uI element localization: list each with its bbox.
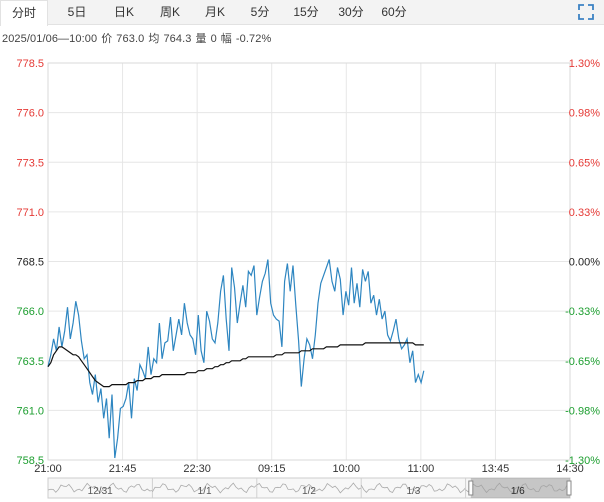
period-tab-bar: 分时 5日 日K 周K 月K 5分 15分 30分 60分 — [0, 0, 604, 26]
price-tick-label: 776.0 — [16, 108, 44, 120]
navigator-window — [470, 478, 570, 498]
fullscreen-icon[interactable] — [578, 4, 594, 20]
tab-15-min[interactable]: 15分 — [293, 5, 319, 19]
price-tick-label: 778.5 — [16, 58, 44, 70]
info-vol: 0 — [210, 33, 217, 45]
average-line — [47, 342, 424, 388]
percent-tick-label: 0.65% — [569, 157, 600, 169]
navigator-date-label: 1/2 — [302, 486, 316, 497]
chart-grid — [47, 62, 571, 461]
chart-series — [47, 259, 425, 459]
tab-5-min[interactable]: 5分 — [250, 5, 270, 19]
tab-daily-k[interactable]: 日K — [113, 5, 134, 19]
timeline-navigator[interactable]: 12/311/11/21/31/61/6 — [0, 476, 604, 500]
navigator-handle-right[interactable] — [566, 480, 572, 496]
quote-info-line: 2025/01/06—10:00 价 763.0 均 764.3 量 0 幅 -0.72% — [2, 30, 275, 46]
percent-tick-label: 1.30% — [569, 58, 600, 70]
navigator-content: 12/311/11/21/31/61/6 — [47, 477, 572, 499]
info-avg: 764.3 — [163, 33, 192, 45]
percent-tick-label: -0.33% — [565, 306, 600, 318]
time-tick-label: 21:45 — [109, 463, 137, 475]
info-datetime: 2025/01/06—10:00 — [2, 33, 98, 45]
tab-5-day[interactable]: 5日 — [67, 5, 87, 19]
time-tick-label: 21:00 — [34, 463, 62, 475]
tab-intraday[interactable]: 分时 — [0, 0, 48, 26]
navigator-sparkline — [256, 482, 362, 494]
price-tick-label: 773.5 — [16, 157, 44, 169]
time-tick-label: 13:45 — [482, 463, 510, 475]
price-tick-label: 771.0 — [16, 207, 44, 219]
info-avg-label: 均 — [148, 33, 160, 45]
percent-axis: 1.30% 0.98% 0.65% 0.33% 0.00% -0.33% -0.65% -0.… — [565, 58, 600, 467]
price-tick-label: 758.5 — [16, 455, 44, 467]
percent-tick-label: -0.98% — [565, 405, 600, 417]
tab-60-min[interactable]: 60分 — [381, 5, 407, 19]
navigator-sparkline — [360, 482, 466, 494]
time-tick-label: 10:00 — [333, 463, 361, 475]
tab-weekly-k[interactable]: 周K — [159, 5, 180, 19]
price-tick-label: 766.0 — [16, 306, 44, 318]
percent-tick-label: 0.33% — [569, 207, 600, 219]
info-price-label: 价 — [101, 33, 113, 45]
navigator-sparkline — [152, 482, 258, 494]
price-tick-label: 768.5 — [16, 257, 44, 269]
tab-monthly-k[interactable]: 月K — [204, 5, 225, 19]
info-vol-label: 量 — [195, 33, 207, 45]
info-change-label: 幅 — [220, 33, 232, 45]
time-tick-label: 14:30 — [556, 463, 584, 475]
time-tick-label: 11:00 — [407, 463, 434, 475]
percent-tick-label: 0.98% — [569, 108, 600, 120]
percent-tick-label: 0.00% — [569, 257, 600, 269]
navigator-date-label: 1/3 — [406, 486, 420, 497]
tab-30-min[interactable]: 30分 — [338, 5, 364, 19]
time-tick-label: 22:30 — [183, 463, 211, 475]
price-axis: 778.5 776.0 773.5 771.0 768.5 766.0 763.5 761.0… — [16, 58, 44, 467]
navigator-date-label: 12/31 — [88, 486, 113, 497]
navigator-date-label: 1/1 — [198, 486, 212, 497]
percent-tick-label: -1.30% — [565, 455, 600, 467]
navigator-active-date-label: 1/6 — [511, 486, 525, 497]
navigator-sparkline — [47, 482, 153, 494]
info-price: 763.0 — [116, 33, 145, 45]
price-tick-label: 763.5 — [16, 356, 44, 368]
info-change: -0.72% — [235, 33, 272, 45]
price-tick-label: 761.0 — [16, 405, 44, 417]
percent-tick-label: -0.65% — [565, 356, 600, 368]
time-axis: 21:00 21:45 22:30 09:15 10:00 11:00 13:45 14:30 — [34, 463, 584, 475]
price-line — [47, 259, 425, 459]
plot-border — [47, 62, 571, 461]
navigator-handle-left[interactable] — [468, 480, 474, 496]
time-tick-label: 09:15 — [258, 463, 286, 475]
